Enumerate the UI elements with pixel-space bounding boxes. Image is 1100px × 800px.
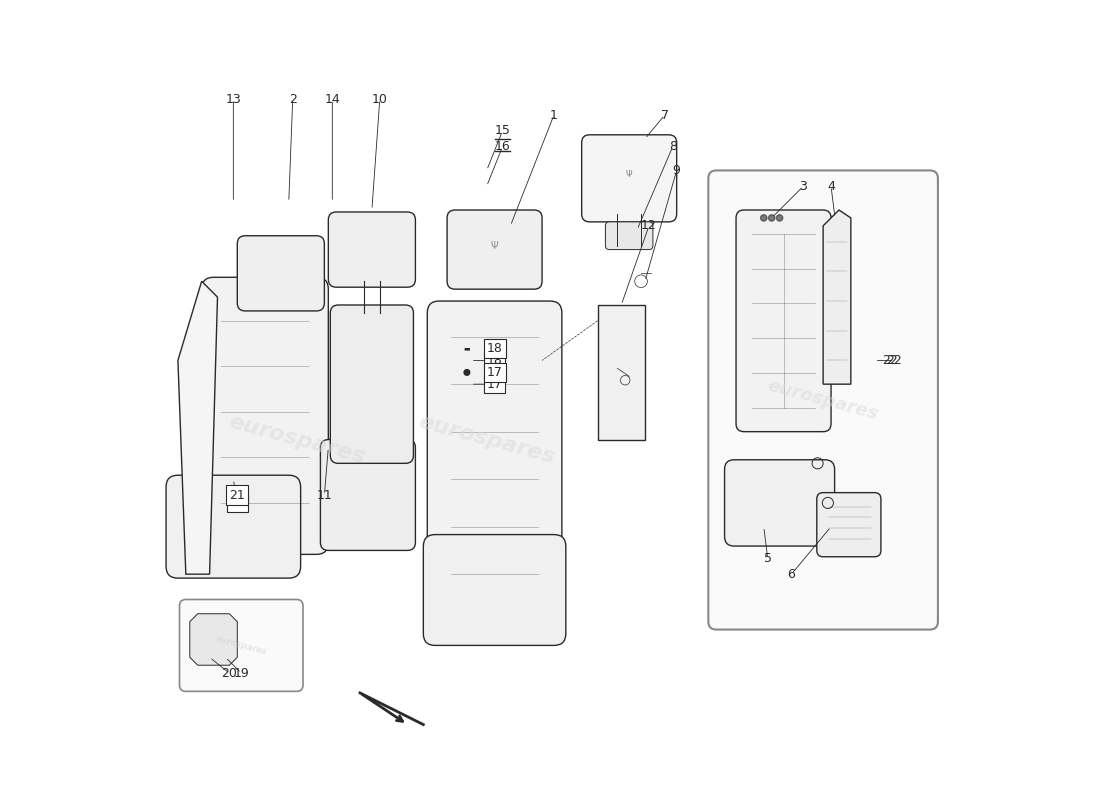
Text: 8: 8	[669, 140, 676, 153]
FancyBboxPatch shape	[330, 305, 414, 463]
Text: 18: 18	[486, 354, 503, 367]
FancyBboxPatch shape	[201, 278, 328, 554]
Text: eurospares: eurospares	[214, 634, 268, 657]
FancyBboxPatch shape	[424, 534, 565, 646]
Polygon shape	[190, 614, 238, 666]
Text: 10: 10	[372, 93, 387, 106]
Text: 2: 2	[289, 93, 297, 106]
Text: Ψ: Ψ	[491, 241, 498, 250]
FancyBboxPatch shape	[320, 439, 416, 550]
Text: ⬤: ⬤	[463, 369, 471, 376]
Text: eurospares: eurospares	[416, 412, 558, 467]
FancyBboxPatch shape	[427, 301, 562, 626]
Text: 22: 22	[882, 354, 899, 367]
Text: 7: 7	[661, 109, 669, 122]
Text: 15: 15	[495, 124, 510, 138]
Text: 17: 17	[486, 366, 503, 378]
Text: 12: 12	[641, 219, 657, 232]
Text: 20: 20	[221, 666, 238, 680]
Text: 6: 6	[788, 568, 795, 581]
Circle shape	[760, 214, 767, 221]
Polygon shape	[178, 282, 218, 574]
Text: 21: 21	[230, 489, 245, 502]
FancyBboxPatch shape	[238, 236, 324, 311]
FancyBboxPatch shape	[166, 475, 300, 578]
Text: 17: 17	[486, 378, 503, 390]
Text: 11: 11	[317, 489, 332, 502]
Polygon shape	[823, 210, 850, 384]
Circle shape	[769, 214, 774, 221]
Text: 13: 13	[226, 93, 241, 106]
FancyBboxPatch shape	[736, 210, 830, 432]
Text: 5: 5	[763, 552, 772, 565]
FancyBboxPatch shape	[817, 493, 881, 557]
Text: Ψ: Ψ	[626, 170, 632, 179]
Text: 16: 16	[495, 140, 510, 153]
Text: 9: 9	[673, 164, 681, 177]
FancyBboxPatch shape	[708, 170, 938, 630]
Text: 19: 19	[233, 666, 249, 680]
FancyBboxPatch shape	[447, 210, 542, 289]
Circle shape	[777, 214, 783, 221]
Text: 3: 3	[800, 180, 807, 193]
FancyBboxPatch shape	[179, 599, 302, 691]
Text: 14: 14	[324, 93, 340, 106]
FancyBboxPatch shape	[582, 134, 676, 222]
Text: ▬: ▬	[463, 346, 470, 351]
Text: 21: 21	[230, 497, 245, 510]
Text: eurospares: eurospares	[227, 412, 367, 467]
Text: 22: 22	[887, 354, 902, 367]
FancyBboxPatch shape	[328, 212, 416, 287]
FancyBboxPatch shape	[605, 222, 653, 250]
Text: 4: 4	[827, 180, 835, 193]
FancyBboxPatch shape	[725, 460, 835, 546]
Polygon shape	[597, 305, 645, 439]
Text: 18: 18	[486, 342, 503, 355]
Text: 1: 1	[550, 109, 558, 122]
Text: eurospares: eurospares	[766, 377, 880, 423]
